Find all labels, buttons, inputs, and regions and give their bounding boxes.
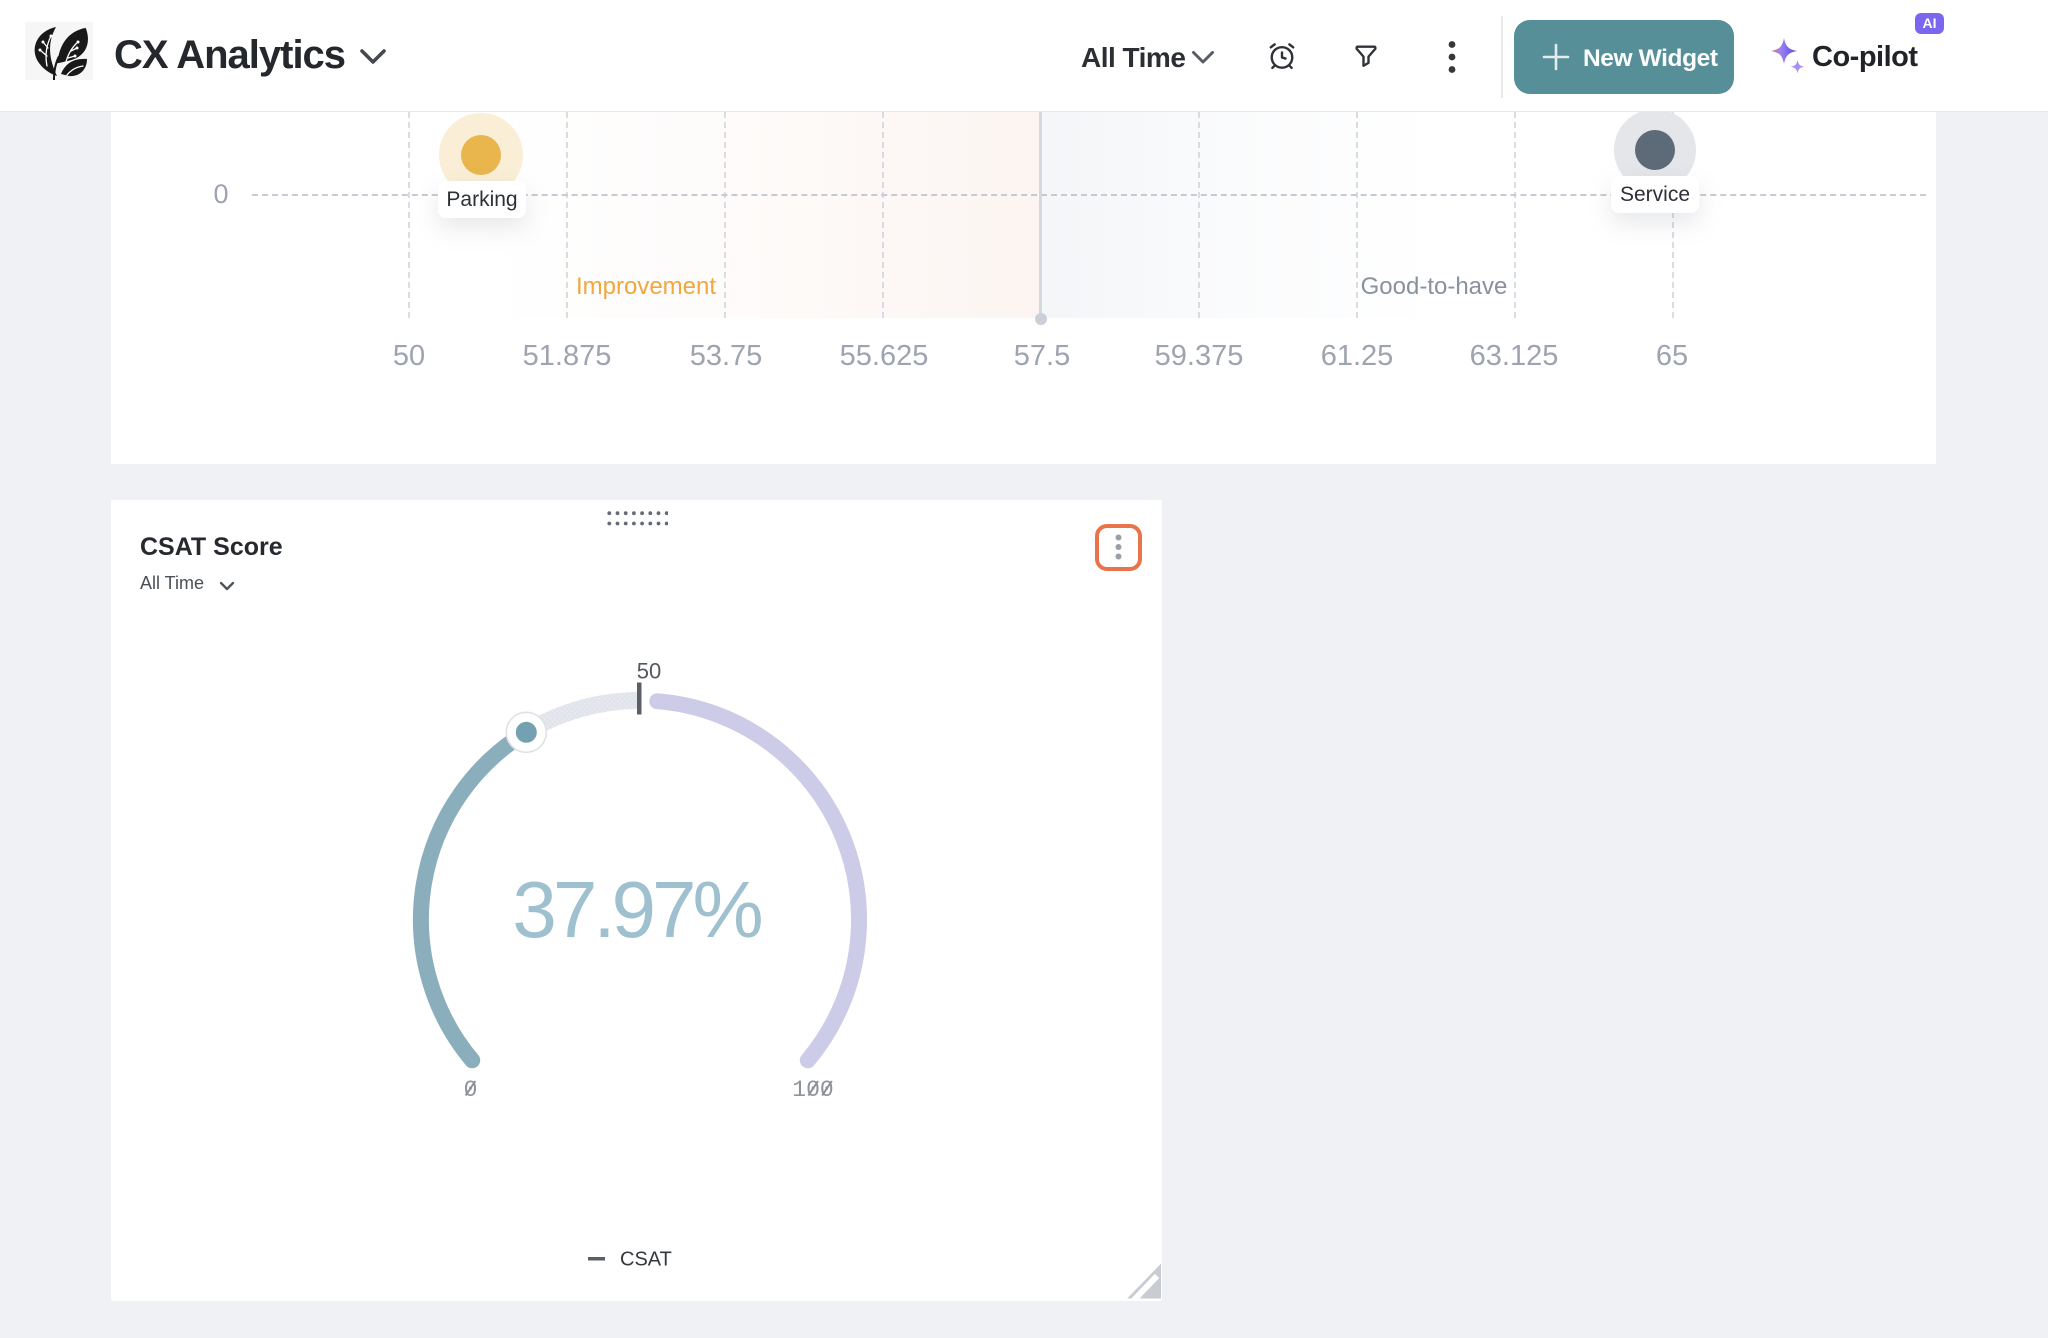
svg-text:CSAT: CSAT <box>620 1249 672 1271</box>
svg-text:37.97%: 37.97% <box>512 865 761 954</box>
svg-text:50: 50 <box>637 659 661 684</box>
